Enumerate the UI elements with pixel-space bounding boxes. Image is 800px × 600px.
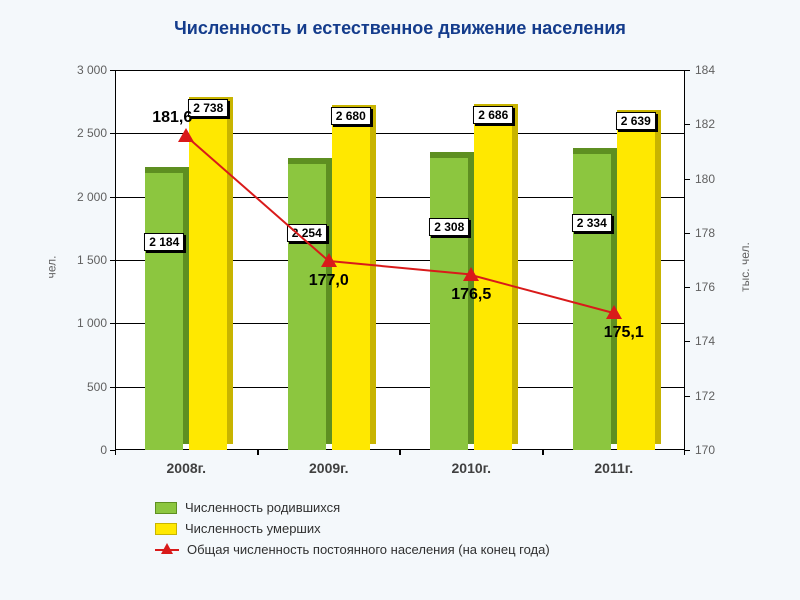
y-left-title: чел. [44,256,58,279]
legend-swatch-born [155,502,177,514]
y-right-tick-label: 172 [695,389,735,403]
y-right-tick-label: 180 [695,172,735,186]
y-right-tick [685,396,690,397]
line-value-label: 177,0 [309,272,349,290]
bar-face [145,173,183,450]
y-left-tick-label: 500 [67,380,107,394]
y-right-tick [685,124,690,125]
y-left-tick-label: 1 500 [67,253,107,267]
x-category-label: 2010г. [452,460,491,476]
y-right-title: тыс. чел. [738,242,752,292]
legend: Численность родившихся Численность умерш… [155,500,550,563]
legend-label: Численность родившихся [185,500,340,515]
line-marker [321,253,337,267]
y-right-tick [685,287,690,288]
chart-title: Численность и естественное движение насе… [0,18,800,39]
x-tick [258,450,259,455]
bar-value-label: 2 308 [429,218,469,236]
line-value-label: 181,6 [152,109,192,127]
y-right-tick [685,450,690,451]
bar-value-label: 2 184 [144,233,184,251]
bar-value-label: 2 680 [331,107,371,125]
bar-value-label: 2 738 [188,99,228,117]
bar-value-label: 2 334 [572,214,612,232]
y-right-tick [685,233,690,234]
x-category-label: 2011г. [594,460,633,476]
x-tick [684,450,685,455]
bar-face [288,164,326,450]
slide: Численность и естественное движение насе… [0,0,800,600]
x-tick [543,450,544,455]
legend-swatch-died [155,523,177,535]
bar-value-label: 2 686 [473,106,513,124]
y-right-tick-label: 176 [695,280,735,294]
line-marker [178,128,194,142]
y-right-tick [685,341,690,342]
y-left-tick-label: 3 000 [67,63,107,77]
legend-line-icon [155,543,179,557]
line-value-label: 176,5 [451,286,491,304]
y-right-tick-label: 170 [695,443,735,457]
y-left-tick-label: 2 500 [67,126,107,140]
x-tick [115,450,116,455]
chart-area: 05001 0001 5002 0002 5003 00017017217417… [115,70,685,450]
bar-face [430,158,468,450]
x-category-label: 2009г. [309,460,348,476]
legend-item-population: Общая численность постоянного населения … [155,542,550,557]
legend-label: Общая численность постоянного населения … [187,542,550,557]
legend-item-born: Численность родившихся [155,500,550,515]
y-right-tick-label: 174 [695,334,735,348]
y-right-tick [685,179,690,180]
y-right-tick-label: 184 [695,63,735,77]
gridline [115,70,685,71]
line-marker [606,305,622,319]
legend-item-died: Численность умерших [155,521,550,536]
line-marker [463,267,479,281]
y-left-tick-label: 0 [67,443,107,457]
x-tick [400,450,401,455]
y-right-tick [685,70,690,71]
bar-face [617,116,655,450]
x-category-label: 2008г. [167,460,206,476]
y-right-tick-label: 178 [695,226,735,240]
y-left-tick-label: 2 000 [67,190,107,204]
bar-value-label: 2 639 [616,112,656,130]
legend-label: Численность умерших [185,521,321,536]
y-right-tick-label: 182 [695,117,735,131]
y-left-tick-label: 1 000 [67,316,107,330]
line-value-label: 175,1 [604,324,644,342]
